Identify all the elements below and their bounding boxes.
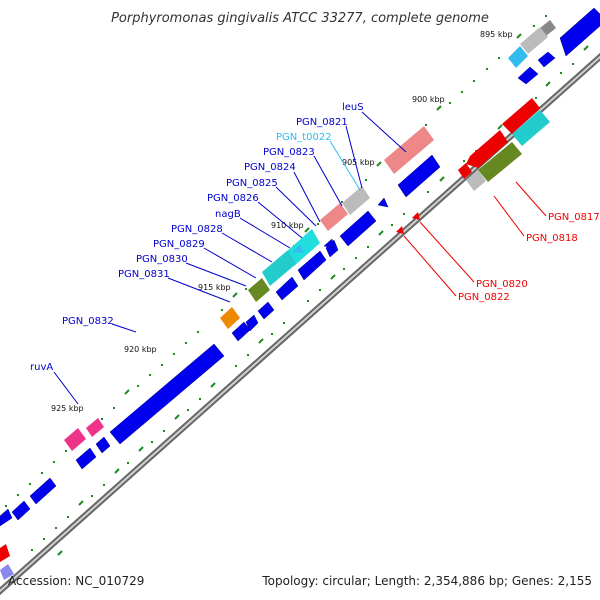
cds-reverse [0, 544, 10, 562]
cds-forward [297, 250, 327, 281]
cds-forward [0, 508, 13, 527]
feature-magenta [64, 428, 86, 451]
feature-silver [342, 186, 370, 215]
gene-label-pgn-0817: PGN_0817 [548, 212, 600, 223]
cds-forward [257, 301, 275, 320]
cds-forward [397, 154, 441, 198]
cds-forward [323, 238, 335, 249]
cds-forward [75, 447, 97, 470]
feature-silver [466, 170, 486, 191]
gene-label-pgn-0818: PGN_0818 [526, 233, 578, 244]
feature-silver [520, 27, 548, 54]
gene-label-pgn-0821: PGN_0821 [296, 117, 348, 128]
cds-forward [517, 66, 539, 85]
cds-forward [95, 436, 111, 454]
cds-forward [339, 210, 377, 247]
gene-label-pgn-0830: PGN_0830 [136, 254, 188, 265]
reverse-gene-labels: PGN_0817 PGN_0818 PGN_0820 PGN_0822 [403, 181, 600, 303]
special-features [64, 20, 556, 451]
feature-orange [220, 307, 240, 329]
cds-reverse-small [396, 226, 404, 234]
forward-gene-labels: leuS PGN_0821 PGN_t0022 PGN_0823 PGN_082… [30, 102, 407, 405]
cds-forward [275, 276, 299, 301]
cds-forward [109, 343, 225, 445]
gene-label-pgn-0832: PGN_0832 [62, 316, 114, 327]
tick-label-900: 900 kbp [412, 95, 445, 104]
cds-forward [231, 321, 251, 342]
gene-label-pgn-0826: PGN_0826 [207, 193, 259, 204]
feature-lilac [0, 564, 14, 580]
gene-label-pgn-0831: PGN_0831 [118, 269, 170, 280]
cds-forward [377, 197, 389, 208]
gene-label-pgn-t0022: PGN_t0022 [276, 132, 332, 143]
cds-forward [29, 477, 57, 505]
tick-label-905: 905 kbp [342, 158, 375, 167]
tick-label-915: 915 kbp [198, 283, 231, 292]
reverse-strand-features [0, 98, 550, 580]
feature-cyan [512, 110, 550, 146]
accession-text: Accession: NC_010729 [8, 574, 144, 588]
tick-marks-outer [57, 45, 589, 556]
map-title: Porphyromonas gingivalis ATCC 33277, com… [111, 11, 489, 26]
feature-cyan [262, 250, 296, 286]
feature-salmon [384, 126, 434, 174]
feature-salmon [320, 203, 348, 231]
gene-label-leuS: leuS [342, 102, 364, 113]
gene-label-pgn-0828: PGN_0828 [171, 224, 223, 235]
cds-reverse [466, 130, 508, 168]
tick-label-895: 895 kbp [480, 30, 513, 39]
gene-label-pgn-0822: PGN_0822 [458, 292, 510, 303]
feature-cyan [292, 245, 304, 253]
gene-label-pgn-0824: PGN_0824 [244, 162, 296, 173]
tick-label-925: 925 kbp [51, 404, 84, 413]
feature-magenta [86, 418, 104, 437]
tick-label-920: 920 kbp [124, 345, 157, 354]
gene-label-pgn-0823: PGN_0823 [263, 147, 315, 158]
cds-forward [559, 7, 600, 57]
gene-label-pgn-0829: PGN_0829 [153, 239, 205, 250]
feature-cyan [286, 229, 320, 266]
forward-strand-features [0, 7, 600, 527]
cds-reverse-small [412, 212, 420, 220]
topology-summary: Topology: circular; Length: 2,354,886 bp… [261, 574, 592, 588]
feature-olive [478, 142, 522, 182]
cds-forward [11, 500, 31, 521]
feature-olive [248, 278, 270, 302]
gene-label-pgn-0825: PGN_0825 [226, 178, 278, 189]
cds-reverse [458, 163, 472, 179]
gene-label-ruvA: ruvA [30, 362, 53, 373]
cds-reverse [502, 98, 540, 134]
gene-label-nagB: nagB [215, 209, 241, 220]
tick-marks-inner [76, 33, 522, 439]
feature-cyan [508, 46, 528, 68]
cds-forward [537, 51, 556, 68]
gene-label-pgn-0820: PGN_0820 [476, 279, 528, 290]
